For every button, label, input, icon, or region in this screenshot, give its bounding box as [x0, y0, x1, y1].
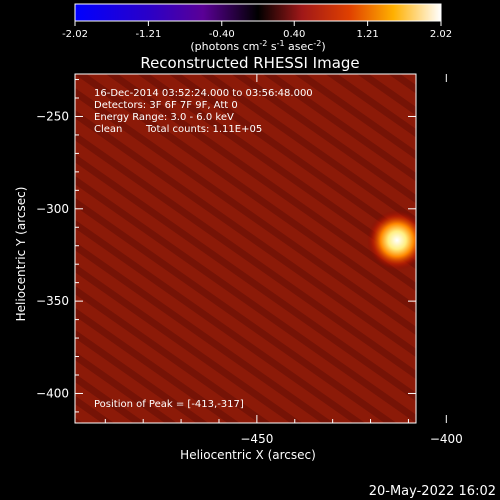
y-tick-label: −250 — [36, 109, 69, 123]
colorbar-unit: (photons cm-2 s-1 asec-2) — [190, 39, 325, 53]
annotation-energy: Energy Range: 3.0 - 6.0 keV — [94, 112, 234, 123]
x-tick-label: −400 — [430, 432, 463, 446]
colorbar — [74, 3, 442, 22]
flare-source — [367, 210, 416, 271]
colorbar-tick-label: 0.40 — [283, 29, 305, 40]
colorbar-tick-label: 2.02 — [430, 29, 452, 40]
y-tick-label: −300 — [36, 202, 69, 216]
footer-date: 20-May-2022 16:02 — [369, 484, 496, 499]
flare-source — [479, 288, 500, 336]
annotation-method: Clean — [94, 124, 122, 135]
colorbar-tick-label: 1.21 — [356, 29, 378, 40]
annotation-counts: Total counts: 1.11E+05 — [145, 124, 262, 135]
x-axis: −450−400−350 — [104, 74, 463, 446]
x-tick-label: −450 — [240, 432, 273, 446]
plot-frame — [74, 73, 417, 424]
y-axis-label: Heliocentric Y (arcsec) — [14, 187, 28, 322]
x-axis-label: Heliocentric X (arcsec) — [180, 448, 316, 462]
annotation-block: 16-Dec-2014 03:52:24.000 to 03:56:48.000… — [94, 88, 313, 135]
y-tick-label: −400 — [36, 386, 69, 400]
y-axis: −250 −300 −350 −400 — [36, 79, 416, 413]
y-tick-label: −350 — [36, 294, 69, 308]
heatmap-image — [75, 74, 500, 423]
colorbar-tick-label: -0.40 — [209, 29, 235, 40]
annotation-detectors: Detectors: 3F 6F 7F 9F, Att 0 — [94, 100, 238, 111]
colorbar-tick-label: -1.21 — [135, 29, 161, 40]
colorbar-tick-label: -2.02 — [62, 29, 88, 40]
chart-title: Reconstructed RHESSI Image — [140, 54, 359, 72]
annotation-peak: Position of Peak = [-413,-317] — [94, 399, 244, 410]
annotation-time: 16-Dec-2014 03:52:24.000 to 03:56:48.000 — [94, 88, 313, 99]
colorbar-ticks: -2.02 -1.21 -0.40 0.40 1.21 2.02 — [62, 21, 452, 40]
